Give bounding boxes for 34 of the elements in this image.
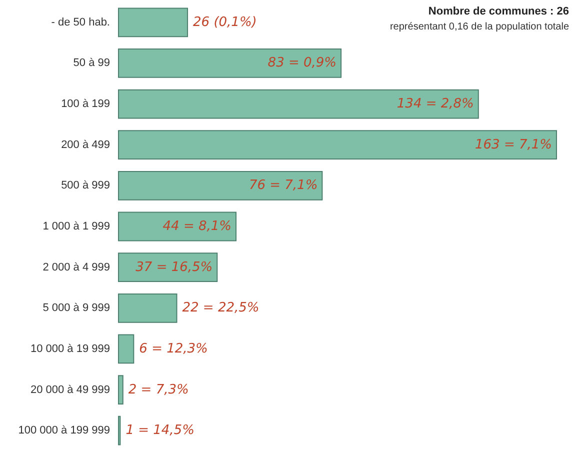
data-label: 76 = 7,1% xyxy=(248,178,318,194)
data-label: 37 = 16,5% xyxy=(136,260,213,275)
data-label: 2 = 7,3% xyxy=(128,382,189,398)
y-tick-label: 100 à 199 xyxy=(61,98,110,110)
annotation: Nombre de communes : 26 xyxy=(428,6,569,18)
bar xyxy=(118,48,342,78)
y-tick-label: 5 000 à 9 999 xyxy=(42,302,110,314)
data-label: 163 = 7,1% xyxy=(475,137,552,152)
data-label: 134 = 2,8% xyxy=(396,96,474,112)
data-label: 83 = 0,9% xyxy=(268,56,337,71)
y-tick-label: 500 à 999 xyxy=(61,180,110,192)
data-label: 1 = 14,5% xyxy=(126,423,194,438)
y-tick-label: - de 50 hab. xyxy=(51,16,110,28)
bar xyxy=(118,334,134,364)
y-tick-label: 1 000 à 1 999 xyxy=(42,220,110,232)
data-label: 22 = 22,5% xyxy=(182,300,260,316)
bar xyxy=(118,130,557,160)
bar xyxy=(118,293,178,323)
y-tick-label: 200 à 499 xyxy=(61,138,110,151)
data-label: 6 = 12,3% xyxy=(139,341,208,356)
bar xyxy=(118,375,124,404)
data-label: 44 = 8,1% xyxy=(162,219,232,234)
bar xyxy=(118,252,218,282)
y-tick-label: 100 000 à 199 999 xyxy=(18,424,110,437)
y-tick-label: 50 à 99 xyxy=(73,57,110,70)
y-tick-label: 20 000 à 49 999 xyxy=(30,384,110,396)
bar xyxy=(118,8,188,38)
data-label: 26 (0,1%) xyxy=(193,14,257,30)
y-tick-label: 10 000 à 19 999 xyxy=(30,342,110,355)
bar xyxy=(118,212,237,242)
bar xyxy=(118,170,323,200)
y-tick-label: 2 000 à 4 999 xyxy=(42,261,110,274)
annotation: représentant 0,16 de la population totale xyxy=(390,22,570,32)
bar xyxy=(118,89,479,119)
